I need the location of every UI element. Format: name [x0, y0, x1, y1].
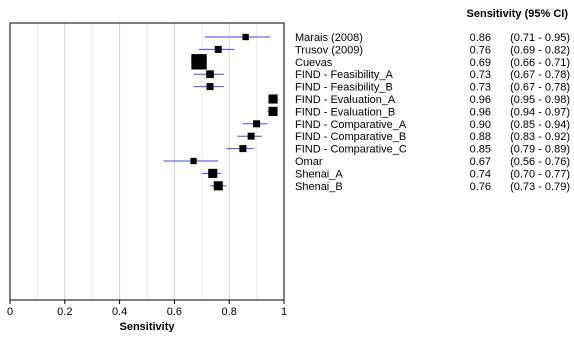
grid-lines	[36, 23, 258, 300]
study-ci: (0.79 - 0.89)	[510, 144, 570, 156]
plot-frame	[9, 22, 285, 301]
x-tick-label: 0.6	[167, 306, 182, 318]
study-estimate: 0.69	[470, 57, 491, 69]
study-ci: (0.56 - 0.76)	[510, 156, 570, 168]
study-name: Marais (2008)	[295, 32, 363, 44]
study-name: Shenai_A	[295, 168, 343, 180]
study-ci: (0.67 - 0.78)	[510, 82, 570, 94]
study-name: FIND - Evaluation_B	[295, 106, 395, 118]
study-name: Trusov (2009)	[295, 44, 363, 56]
study-name: FIND - Comparative_B	[295, 131, 406, 143]
study-estimate: 0.74	[470, 168, 491, 180]
study-estimate: 0.76	[470, 181, 491, 193]
study-name: FIND - Comparative_C	[295, 144, 407, 156]
study-estimate: 0.96	[470, 106, 491, 118]
study-name: Shenai_B	[295, 181, 343, 193]
study-ci: (0.95 - 0.98)	[510, 94, 570, 106]
study-marks	[163, 33, 279, 191]
x-axis-label: Sensitivity	[119, 321, 175, 332]
estimate-marker	[268, 94, 278, 104]
study-ci: (0.70 - 0.77)	[510, 168, 570, 180]
study-estimate: 0.76	[470, 44, 491, 56]
estimate-marker	[206, 83, 214, 91]
study-ci: (0.94 - 0.97)	[510, 106, 570, 118]
study-table: Sensitivity (95% CI) Marais (2008) 0.86 (0…	[295, 8, 570, 193]
study-estimate: 0.88	[470, 131, 491, 143]
study-estimate: 0.67	[470, 156, 491, 168]
estimate-marker	[239, 145, 247, 153]
study-estimate: 0.90	[470, 119, 491, 131]
study-estimate: 0.96	[470, 94, 491, 106]
estimate-marker	[191, 54, 207, 70]
study-ci: (0.73 - 0.79)	[510, 181, 570, 193]
estimate-marker	[268, 106, 278, 116]
column-header: Sensitivity (95% CI)	[467, 8, 569, 20]
study-ci: (0.67 - 0.78)	[510, 69, 570, 81]
estimate-marker	[247, 132, 255, 140]
study-ci: (0.71 - 0.95)	[510, 32, 570, 44]
x-tick-label: 0	[7, 306, 13, 318]
study-estimate: 0.73	[470, 82, 491, 94]
study-name: Omar	[295, 156, 323, 168]
x-tick-label: 0.2	[57, 306, 72, 318]
study-name: Cuevas	[295, 57, 333, 69]
estimate-marker	[206, 70, 214, 79]
study-name: FIND - Comparative_A	[295, 119, 407, 131]
study-estimate: 0.73	[470, 69, 491, 81]
x-tick-label: 1	[281, 306, 287, 318]
study-ci: (0.69 - 0.82)	[510, 44, 570, 56]
study-estimate: 0.85	[470, 144, 491, 156]
study-estimate: 0.86	[470, 32, 491, 44]
study-name: FIND - Feasibility_A	[295, 69, 393, 81]
x-axis: 0 0.2 0.4 0.6 0.8 1	[7, 300, 287, 318]
estimate-marker	[242, 33, 249, 41]
x-tick-label: 0.4	[112, 306, 127, 318]
estimate-marker	[208, 168, 218, 178]
estimate-marker	[213, 181, 223, 191]
study-ci: (0.85 - 0.94)	[510, 119, 570, 131]
estimate-marker	[253, 120, 261, 128]
study-name: FIND - Feasibility_B	[295, 82, 393, 94]
x-tick-label: 0.8	[222, 306, 237, 318]
study-name: FIND - Evaluation_A	[295, 94, 396, 106]
study-ci: (0.66 - 0.71)	[510, 57, 570, 69]
estimate-marker	[190, 157, 197, 165]
study-ci: (0.83 - 0.92)	[510, 131, 570, 143]
estimate-marker	[214, 45, 222, 53]
